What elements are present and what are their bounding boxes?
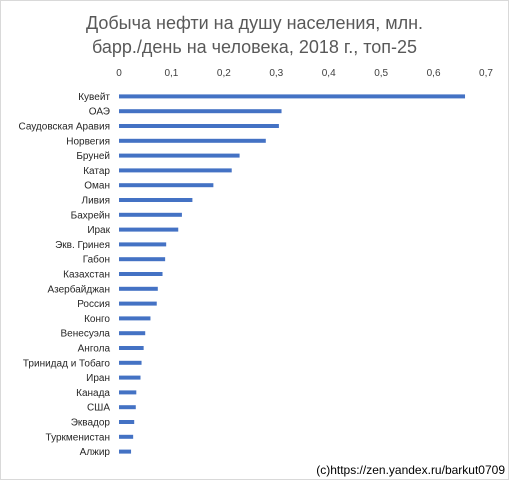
category-label: Канада (76, 388, 110, 399)
category-label: Иран (86, 373, 110, 384)
category-label: Азербайджан (47, 283, 110, 295)
bar (119, 316, 151, 321)
bar (119, 420, 135, 424)
bar (119, 198, 193, 202)
category-label: Россия (77, 299, 110, 310)
category-label: Экв. Гринея (55, 240, 110, 251)
bar (119, 360, 142, 365)
x-tick-label: 0 (116, 68, 122, 79)
category-label: Конго (84, 314, 110, 325)
x-tick-label: 0,4 (322, 68, 336, 79)
x-tick-label: 0,1 (164, 68, 178, 79)
bar (119, 405, 136, 410)
category-label: Бруней (76, 151, 110, 162)
bar (119, 227, 179, 232)
category-label: Туркменистан (46, 432, 110, 443)
bar (119, 242, 167, 247)
x-tick-label: 0,5 (374, 68, 388, 79)
category-label: Габон (83, 254, 110, 266)
bars (119, 94, 466, 454)
category-label: Алжир (80, 447, 111, 458)
bar (119, 212, 182, 217)
x-axis-ticks: 0 0,1 0,2 0,3 0,4 0,5 0,6 0,7 (116, 68, 493, 79)
category-label: Катар (83, 166, 110, 177)
category-label: Норвегия (66, 136, 110, 147)
category-label: ОАЭ (89, 107, 110, 118)
x-tick-label: 0,6 (427, 68, 441, 79)
bar (119, 272, 163, 276)
source-credit: (c)https://zen.yandex.ru/barkut0709 (316, 463, 505, 477)
bar (119, 138, 266, 143)
category-label: Тринидад и Тобаго (23, 357, 111, 369)
category-label: Оман (84, 181, 110, 192)
category-label: Ирак (87, 225, 110, 236)
bar (119, 257, 166, 262)
bar (119, 183, 214, 188)
chart-title-line-2: барр./день на человека, 2018 г., топ-25 (91, 37, 418, 57)
category-label: Бахрейн (71, 210, 110, 221)
bar (119, 286, 158, 291)
chart-title-line-1: Добыча нефти на душу населения, млн. (85, 13, 424, 33)
bar (119, 153, 240, 158)
bar (119, 346, 144, 350)
bar (119, 375, 141, 380)
bar (119, 124, 279, 128)
category-label: США (87, 403, 110, 414)
x-tick-label: 0,3 (269, 68, 283, 79)
bar (119, 390, 137, 395)
x-tick-label: 0,2 (217, 68, 231, 79)
bar (119, 168, 232, 173)
bar (119, 449, 132, 454)
category-labels: Кувейт ОАЭ Саудовская Аравия Норвегия Бруней… (18, 92, 110, 458)
category-label: Эквадор (71, 418, 111, 429)
bar (119, 109, 282, 114)
bar (119, 331, 146, 336)
category-label: Казахстан (63, 270, 110, 281)
category-label: Кувейт (78, 92, 110, 103)
category-label: Ангола (78, 344, 111, 355)
category-label: Ливия (82, 196, 110, 207)
category-label: Саудовская Аравия (18, 122, 110, 133)
x-tick-label: 0,7 (479, 68, 493, 79)
bar (119, 434, 134, 439)
bar (119, 301, 157, 306)
bar (119, 94, 466, 99)
category-label: Венесуэла (61, 329, 111, 340)
